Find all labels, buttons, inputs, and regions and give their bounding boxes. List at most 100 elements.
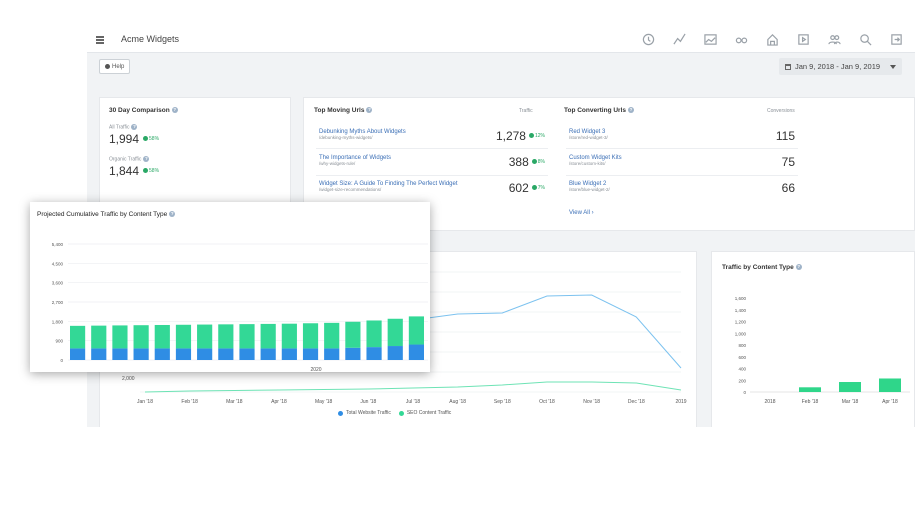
url-conversions-value: 66: [781, 181, 795, 195]
y-tick-label: 5,400: [52, 242, 64, 247]
help-icon[interactable]: ?: [143, 156, 150, 162]
url-title[interactable]: Blue Widget 2: [569, 181, 607, 187]
list-item[interactable]: The Importance of Widgets /why-widgets-r…: [319, 155, 545, 169]
help-icon[interactable]: ?: [171, 107, 178, 114]
all-traffic-label: All Traffic?: [109, 124, 138, 130]
organic-traffic-change: 58%: [143, 168, 159, 174]
bar-segment-blue: [324, 348, 340, 360]
x-tick-label: Mar '18: [842, 399, 859, 405]
search-icon[interactable]: [858, 33, 872, 46]
bar-segment-blue: [260, 348, 276, 360]
x-tick-label: Apr '18: [882, 399, 898, 405]
y-tick-label: 0: [60, 358, 63, 363]
x-tick-label: Apr '18: [271, 399, 287, 405]
menu-icon[interactable]: [96, 36, 104, 44]
url-title[interactable]: Debunking Myths About Widgets: [319, 129, 406, 135]
bar-segment-blue: [366, 347, 382, 360]
y-tick-label: 3,600: [52, 281, 64, 286]
line-chart-icon[interactable]: [672, 33, 686, 46]
top-converting-title: Top Converting Urls?: [564, 107, 634, 114]
x-tick-label: Sep '18: [494, 399, 511, 405]
list-item[interactable]: Custom Widget Kits /store/custom-kits/ 7…: [569, 155, 795, 169]
list-item[interactable]: Widget Size: A Guide To Finding The Perf…: [319, 181, 545, 195]
home-icon[interactable]: [765, 33, 779, 46]
list-item[interactable]: Blue Widget 2 /store/blue-widget-2/ 66: [569, 181, 795, 195]
help-icon[interactable]: ?: [628, 107, 634, 114]
y-tick-label: 2,700: [52, 300, 64, 305]
projected-title: Projected Cumulative Traffic by Content …: [37, 211, 176, 218]
url-conversions-value: 75: [781, 155, 795, 169]
content-type-bar-chart: 1,600 1,400 1,200 1,000 800 600 400 200 0 2018 Feb…: [735, 296, 910, 405]
divider: [566, 148, 798, 149]
help-icon[interactable]: ?: [795, 264, 802, 271]
bar-segment-blue: [175, 348, 192, 360]
arrow-up-icon: [531, 159, 537, 165]
url-title[interactable]: Red Widget 3: [569, 129, 606, 135]
bar-segment-green: [408, 316, 424, 345]
list-item[interactable]: Red Widget 3 /store/red-widget-3/ 115: [569, 129, 795, 143]
organic-traffic-value: 1,844: [109, 164, 140, 178]
bar: [799, 387, 821, 392]
bar-segment-green: [70, 325, 86, 349]
year-label: 2020: [310, 367, 321, 372]
help-icon[interactable]: ?: [131, 124, 138, 130]
info-icon: [105, 64, 110, 69]
x-tick-label: Aug '18: [449, 399, 466, 405]
glasses-icon[interactable]: [734, 33, 748, 46]
y-tick-label: 400: [738, 367, 746, 372]
total-traffic-line: [412, 294, 682, 369]
bar-segment-green: [112, 325, 128, 349]
help-icon[interactable]: ?: [169, 211, 176, 218]
traffic-column-header: Traffic: [519, 108, 533, 114]
view-all-link[interactable]: View All ›: [569, 210, 594, 216]
url-title[interactable]: Custom Widget Kits: [569, 155, 622, 161]
organic-traffic-row: 1,844 58%: [109, 164, 159, 178]
url-traffic-value: 602: [508, 181, 529, 195]
bar-segment-blue: [239, 348, 255, 360]
clock-icon[interactable]: [641, 33, 655, 46]
url-title[interactable]: Widget Size: A Guide To Finding The Perf…: [319, 181, 458, 187]
conversions-column-header: Conversions: [767, 108, 795, 114]
bar-segment-green: [260, 323, 276, 349]
bar-segment-blue: [154, 348, 170, 360]
users-icon[interactable]: [827, 33, 841, 46]
bar-segment-blue: [218, 348, 234, 360]
projected-traffic-card: Projected Cumulative Traffic by Content …: [30, 202, 430, 372]
url-path: /store/blue-widget-2/: [569, 187, 610, 192]
comparison-title-text: 30 Day Comparison: [109, 107, 170, 114]
url-change: 7%: [531, 185, 545, 191]
help-button[interactable]: Help: [99, 59, 131, 74]
y-tick-label: 1,000: [735, 331, 747, 336]
divider: [316, 148, 548, 149]
divider: [316, 175, 548, 176]
all-traffic-row: 1,994 58%: [109, 132, 159, 146]
divider: [566, 175, 798, 176]
calendar-icon: [785, 63, 791, 70]
bar-segment-green: [281, 323, 297, 349]
play-icon[interactable]: [796, 33, 810, 46]
bar-segment-blue: [112, 348, 128, 360]
help-icon[interactable]: ?: [366, 107, 373, 114]
url-conversions-value: 115: [775, 129, 795, 143]
bar-segment-green: [133, 325, 149, 349]
bar-segment-green: [387, 318, 403, 347]
x-tick-label: 2018: [764, 399, 775, 405]
exit-icon[interactable]: [889, 33, 903, 46]
bar-segment-green: [324, 322, 340, 349]
bar-segment-green: [302, 323, 319, 349]
bar-segment-blue: [91, 348, 107, 360]
list-item[interactable]: Debunking Myths About Widgets /debunking…: [319, 129, 545, 143]
top-moving-title: Top Moving Urls?: [314, 107, 373, 114]
area-chart-icon[interactable]: [703, 33, 717, 46]
url-title[interactable]: The Importance of Widgets: [319, 155, 392, 161]
help-label: Help: [112, 63, 125, 70]
x-tick-label: Feb '18: [802, 399, 819, 405]
legend-seo-swatch: [398, 410, 404, 416]
y-tick-label: 0: [743, 390, 746, 395]
date-range-picker[interactable]: Jan 9, 2018 - Jan 9, 2019: [779, 58, 903, 75]
arrow-up-icon: [528, 133, 534, 139]
bar-segment-green: [218, 324, 234, 349]
comparison-title: 30 Day Comparison?: [109, 107, 178, 114]
x-tick-label: 2019: [675, 399, 686, 405]
url-stats: 1,278 12%: [496, 129, 545, 143]
